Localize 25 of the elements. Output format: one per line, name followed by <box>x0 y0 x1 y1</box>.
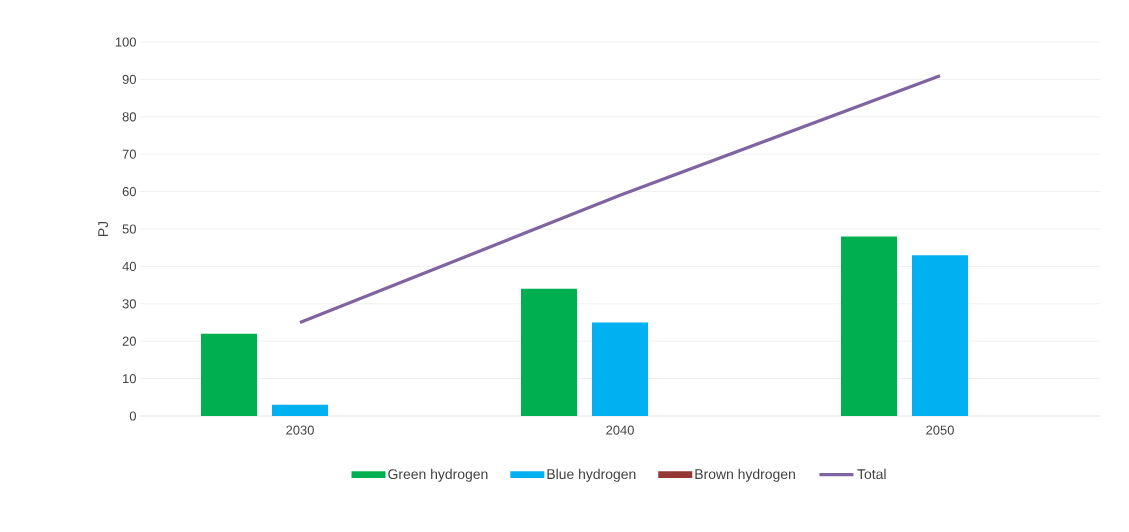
y-tick-label: 70 <box>122 149 136 159</box>
y-tick-label: 100 <box>115 37 136 47</box>
y-axis-title: PJ <box>98 221 109 236</box>
y-tick-label: 90 <box>122 74 136 84</box>
bar <box>912 255 969 416</box>
y-tick-label: 80 <box>122 112 136 122</box>
bar <box>521 288 578 416</box>
bar <box>841 236 898 416</box>
legend-label: Blue hydrogen <box>547 468 636 482</box>
y-tick-label: 10 <box>123 374 136 384</box>
x-tick-label: 2050 <box>926 425 954 435</box>
y-tick-label: 50 <box>122 224 136 234</box>
legend-label: Brown hydrogen <box>695 468 795 482</box>
x-tick-label: 2040 <box>606 425 634 435</box>
y-tick-label: 30 <box>122 299 136 309</box>
x-tick-label: 2030 <box>286 425 314 435</box>
bar <box>201 333 257 416</box>
y-tick-label: 40 <box>122 261 136 271</box>
bar <box>592 322 649 416</box>
legend-label: Green hydrogen <box>388 468 488 482</box>
legend-label: Total <box>857 468 886 480</box>
y-tick-label: 60 <box>122 187 136 197</box>
y-tick-label: 0 <box>129 411 136 421</box>
bar <box>272 404 328 416</box>
y-tick-label: 20 <box>122 336 136 346</box>
